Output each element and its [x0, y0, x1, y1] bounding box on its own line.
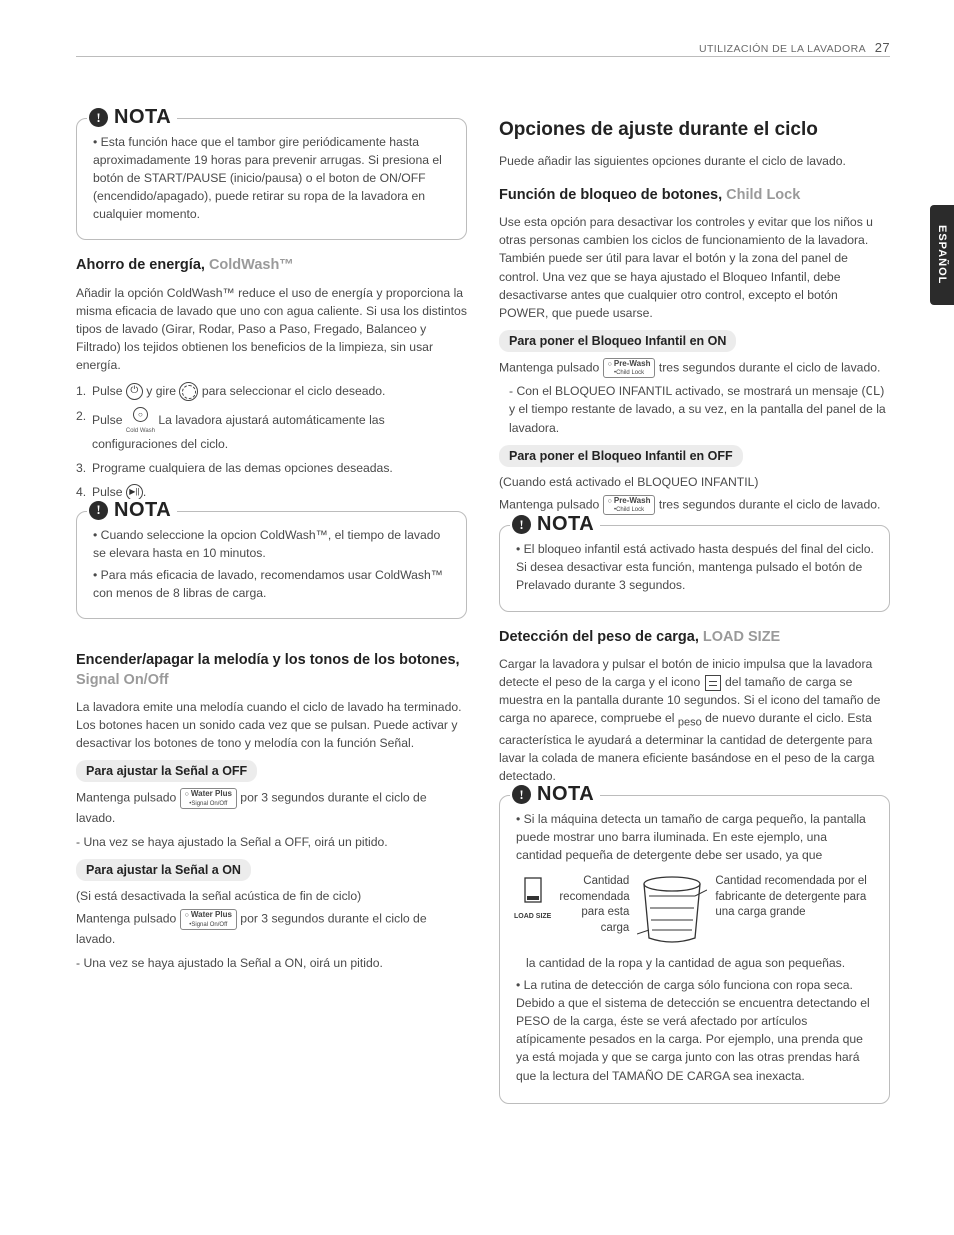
nota-box-2: ! NOTA Cuando seleccione la opcion ColdW…: [76, 511, 467, 619]
childlock-desc: Use esta opción para desactivar los cont…: [499, 213, 890, 321]
nota-ls-after: la cantidad de la ropa y la cantidad de …: [514, 954, 875, 972]
nota2-bullet-1: Cuando seleccione la opcion ColdWash™, e…: [93, 526, 452, 562]
pill-childlock-on: Para poner el Bloqueo Infantil en ON: [499, 330, 736, 352]
main-heading: Opciones de ajuste durante el ciclo: [499, 118, 890, 142]
info-icon: !: [512, 515, 531, 534]
diagram-label-left: LOAD SIZE: [514, 913, 551, 920]
childlock-off-instr: Mantenga pulsado ○ Pre-Wash•Child Lock t…: [499, 495, 890, 516]
header-rule: [76, 56, 890, 57]
diagram-text-left: Cantidad recomendada para esta carga: [559, 874, 629, 936]
coldwash-heading: Ahorro de energía, ColdWash™: [76, 256, 467, 276]
loadsize-heading: Detección del peso de carga, LOAD SIZE: [499, 628, 890, 648]
language-tab: ESPAÑOL: [930, 205, 954, 305]
info-icon: !: [512, 785, 531, 804]
nota2-bullet-2: Para más eficacia de lavado, recomendamo…: [93, 566, 452, 602]
nota-cl-bullet: El bloqueo infantil está activado hasta …: [516, 540, 875, 594]
power-icon: ⏻: [126, 383, 143, 400]
childlock-on-note: - Con el BLOQUEO INFANTIL activado, se m…: [499, 382, 890, 436]
signal-desc: La lavadora emite una melodía cuando el …: [76, 698, 467, 752]
nota-box-loadsize: ! NOTA Si la máquina detecta un tamaño d…: [499, 795, 890, 1103]
loadsize-diagram: LOAD SIZE Cantidad recomendada para esta…: [514, 874, 875, 948]
nota1-bullet: Esta función hace que el tambor gire per…: [93, 133, 452, 223]
pill-signal-off: Para ajustar la Señal a OFF: [76, 760, 257, 782]
childlock-on-instr: Mantenga pulsado ○ Pre-Wash•Child Lock t…: [499, 358, 890, 379]
dial-icon: [179, 382, 198, 401]
signal-off-note: - Una vez se haya ajustado la Señal a OF…: [76, 833, 467, 851]
signal-on-pre: (Si está desactivada la señal acústica d…: [76, 887, 467, 905]
coldwash-button-label: Cold Wash: [126, 428, 155, 434]
main-desc: Puede añadir las siguientes opciones dur…: [499, 152, 890, 170]
waterplus-button-icon: ○ Water Plus•Signal On/Off: [180, 788, 237, 809]
signal-on-note: - Una vez se haya ajustado la Señal a ON…: [76, 954, 467, 972]
nota-title: NOTA: [537, 513, 594, 536]
loadsize-desc: Cargar la lavadora y pulsar el botón de …: [499, 655, 890, 785]
left-column: ! NOTA Esta función hace que el tambor g…: [76, 118, 467, 1120]
nota-title: NOTA: [537, 783, 594, 806]
prewash-button-icon: ○ Pre-Wash•Child Lock: [603, 358, 656, 379]
coldwash-steps: Pulse ⏻ y gire para seleccionar el ciclo…: [76, 382, 467, 501]
detergent-cup-icon: [637, 874, 707, 948]
cl-code: CL: [866, 384, 881, 398]
waterplus-button-icon: ○ Water Plus•Signal On/Off: [180, 909, 237, 930]
info-icon: !: [89, 108, 108, 127]
nota-box-1: ! NOTA Esta función hace que el tambor g…: [76, 118, 467, 240]
page-header: UTILIZACIÓN DE LA LAVADORA 27: [699, 40, 890, 55]
signal-heading: Encender/apagar la melodía y los tonos d…: [76, 651, 467, 690]
childlock-off-pre: (Cuando está activado el BLOQUEO INFANTI…: [499, 473, 890, 491]
coldwash-desc: Añadir la opción ColdWash™ reduce el uso…: [76, 284, 467, 374]
nota-ls-bullet-1: Si la máquina detecta un tamaño de carga…: [516, 810, 875, 864]
nota-box-childlock: ! NOTA El bloqueo infantil está activado…: [499, 525, 890, 611]
diagram-text-right: Cantidad recomendada por el fabricante d…: [715, 874, 875, 921]
loadsize-icon: [705, 675, 721, 691]
coldwash-button-icon: ○: [133, 407, 148, 422]
section-name: UTILIZACIÓN DE LA LAVADORA: [699, 43, 865, 55]
loadsize-bar-icon: [519, 874, 547, 908]
right-column: Opciones de ajuste durante el ciclo Pued…: [499, 118, 890, 1120]
step-2: Pulse ○Cold Wash La lavadora ajustará au…: [76, 407, 467, 452]
signal-on-instr: Mantenga pulsado ○ Water Plus•Signal On/…: [76, 909, 467, 948]
pill-childlock-off: Para poner el Bloqueo Infantil en OFF: [499, 445, 743, 467]
prewash-button-icon: ○ Pre-Wash•Child Lock: [603, 495, 656, 516]
nota-title: NOTA: [114, 499, 171, 522]
step-1: Pulse ⏻ y gire para seleccionar el ciclo…: [76, 382, 467, 401]
step-3: Programe cualquiera de las demas opcione…: [76, 459, 467, 477]
signal-off-instr: Mantenga pulsado ○ Water Plus•Signal On/…: [76, 788, 467, 827]
pill-signal-on: Para ajustar la Señal a ON: [76, 859, 251, 881]
childlock-heading: Función de bloqueo de botones, Child Loc…: [499, 186, 890, 206]
nota-title: NOTA: [114, 106, 171, 129]
page-number: 27: [875, 40, 890, 55]
nota-ls-bullet-2: La rutina de detección de carga sólo fun…: [516, 976, 875, 1084]
info-icon: !: [89, 501, 108, 520]
